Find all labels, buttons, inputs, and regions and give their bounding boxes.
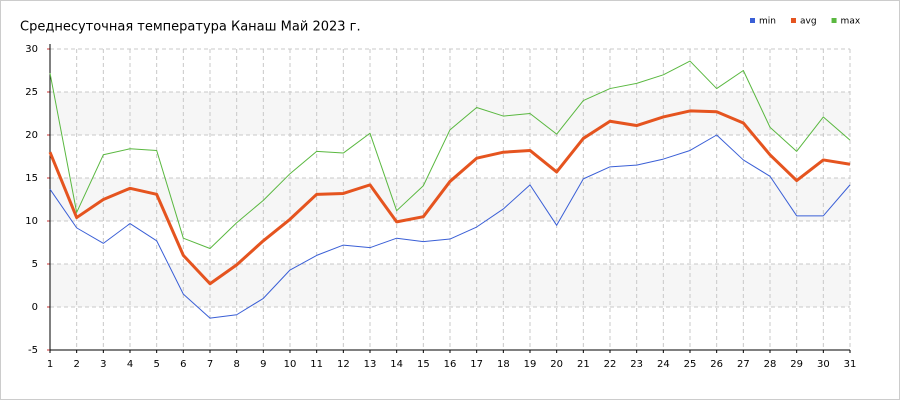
- y-tick-label: 25: [25, 87, 38, 98]
- series-line: [49, 60, 851, 250]
- band: [50, 264, 850, 307]
- x-tick-label: 16: [444, 359, 457, 370]
- x-tick-label: 29: [790, 359, 803, 370]
- x-tick-label: 10: [284, 359, 297, 370]
- x-tick-label: 8: [233, 359, 239, 370]
- x-tick-label: 14: [390, 359, 403, 370]
- x-tick-label: 24: [657, 359, 670, 370]
- x-tick-label: 22: [604, 359, 617, 370]
- x-tick-label: 11: [310, 359, 323, 370]
- x-tick-label: 27: [737, 359, 750, 370]
- series-line: [48, 109, 851, 286]
- x-tick-label: 21: [577, 359, 590, 370]
- x-tick-label: 30: [817, 359, 830, 370]
- x-tick-label: 26: [710, 359, 723, 370]
- x-tick-label: 31: [844, 359, 857, 370]
- y-tick-label: 15: [25, 173, 38, 184]
- x-tick-label: 9: [260, 359, 266, 370]
- legend-label: min: [759, 17, 776, 27]
- chart-title: Среднесуточная температура Канаш Май 202…: [20, 20, 361, 35]
- x-tick-label: 17: [470, 359, 483, 370]
- x-tick-label: 13: [364, 359, 377, 370]
- series-line: [49, 134, 851, 319]
- legend-swatch: [831, 18, 837, 23]
- x-tick-label: 19: [524, 359, 537, 370]
- legend-label: avg: [800, 17, 817, 27]
- legend-swatch: [750, 18, 755, 23]
- x-tick-label: 3: [100, 359, 106, 370]
- x-tick-label: 12: [337, 359, 350, 370]
- x-tick-label: 25: [684, 359, 697, 370]
- x-tick-label: 23: [630, 359, 643, 370]
- x-tick-label: 1: [47, 359, 53, 370]
- y-tick-label: 5: [32, 259, 38, 270]
- x-tick-label: 18: [497, 359, 510, 370]
- x-tick-label: 4: [127, 359, 133, 370]
- legend-swatch: [790, 18, 796, 23]
- y-tick-label: -5: [28, 345, 38, 356]
- y-tick-label: 20: [25, 130, 38, 141]
- x-tick-label: 20: [550, 359, 563, 370]
- y-tick-label: 30: [25, 44, 38, 55]
- x-tick-label: 7: [207, 359, 213, 370]
- x-tick-label: 5: [153, 359, 159, 370]
- y-tick-label: 10: [25, 216, 38, 227]
- x-tick-label: 6: [180, 359, 186, 370]
- x-tick-label: 28: [764, 359, 777, 370]
- x-tick-label: 15: [417, 359, 430, 370]
- x-tick-label: 2: [73, 359, 79, 370]
- y-tick-label: 0: [32, 302, 38, 313]
- legend-label: max: [841, 17, 861, 27]
